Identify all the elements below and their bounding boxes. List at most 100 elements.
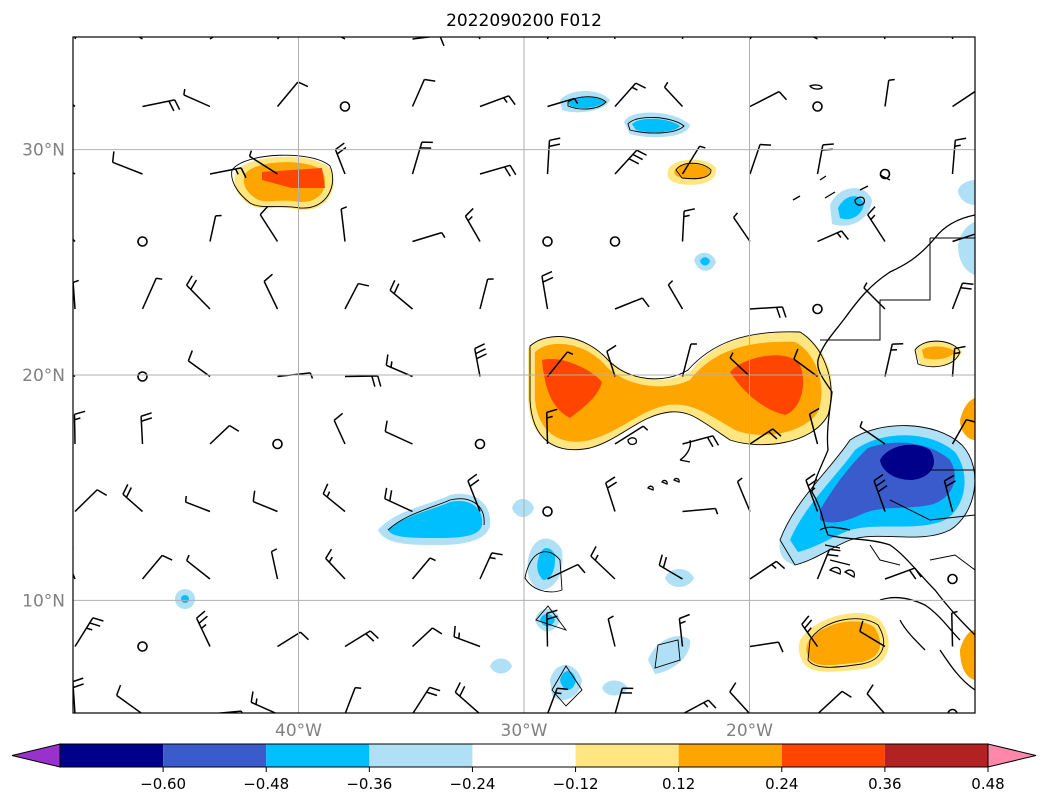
wind-barb <box>805 473 819 512</box>
calm-wind-marker <box>609 236 621 247</box>
wind-barb <box>547 687 569 713</box>
colorbar-outline <box>59 743 989 768</box>
wind-barb <box>334 142 347 175</box>
wind-barb <box>259 206 279 242</box>
colorbar-segment <box>575 744 679 767</box>
wind-barb <box>951 282 974 310</box>
wind-barb <box>658 554 683 580</box>
colorbar-tick-label: 0.24 <box>765 775 798 793</box>
wind-barb <box>411 557 436 580</box>
wind-barb <box>209 37 215 40</box>
contour-lines <box>231 96 975 707</box>
colorbar-tick-label: 0.12 <box>662 775 695 793</box>
calm-wind-marker <box>137 641 148 652</box>
positive-anomaly-region-east <box>915 340 975 440</box>
negative-anomaly-region-africa <box>779 425 975 565</box>
colorbar-tick-label: −0.60 <box>140 775 186 793</box>
wind-barb <box>467 473 481 512</box>
colorbar-extend-low <box>11 743 61 768</box>
wind-barb <box>195 610 211 647</box>
wind-barb <box>729 682 751 713</box>
wind-barb <box>464 207 481 242</box>
wind-barb <box>678 613 690 647</box>
wind-barb <box>111 151 143 175</box>
wind-barb <box>545 408 558 445</box>
wind-barb <box>682 435 720 448</box>
wind-barb <box>951 37 954 40</box>
wind-barb <box>384 420 413 445</box>
wind-barb <box>749 560 786 580</box>
wind-barb <box>141 554 173 580</box>
latitude-labels: 30°N 20°N 10°N <box>22 141 65 612</box>
calm-wind-marker <box>542 236 553 247</box>
wind-barb <box>732 212 751 242</box>
wind-barb <box>252 490 278 513</box>
wind-barb <box>681 343 697 377</box>
wind-barb <box>801 615 819 647</box>
wind-barb <box>277 631 310 648</box>
wind-barb <box>344 282 370 310</box>
wind-barb <box>141 277 163 310</box>
wind-barb <box>943 474 956 512</box>
wind-barbs <box>73 37 975 713</box>
calm-wind-marker <box>879 168 891 180</box>
wind-barb <box>473 343 487 377</box>
wind-barb <box>863 282 886 310</box>
wind-barb <box>185 275 211 310</box>
wind-barb <box>73 103 76 108</box>
wind-barb <box>479 552 503 580</box>
wind-barb <box>663 81 684 108</box>
wind-barb <box>749 428 782 445</box>
colorbar-tick-label: −0.24 <box>449 775 495 793</box>
wind-barb <box>339 37 346 40</box>
wind-barb <box>547 563 586 580</box>
wind-barb <box>951 345 966 377</box>
wind-barb <box>412 231 446 243</box>
negative-anomaly-region-west <box>175 493 491 609</box>
wind-barb <box>884 567 922 580</box>
wind-barb <box>389 280 413 310</box>
colorbar-segment <box>163 744 267 767</box>
wind-barb <box>793 348 818 378</box>
map-title: 2022090200 F012 <box>446 11 602 31</box>
wind-barb <box>817 230 849 243</box>
colorbar-tick-label: −0.12 <box>553 775 599 793</box>
wind-barb <box>681 37 684 40</box>
wind-barb <box>209 214 222 242</box>
wind-barb <box>115 684 143 713</box>
wind-barb <box>142 99 181 112</box>
wind-barb <box>812 37 818 40</box>
colorbar-segment <box>781 744 885 767</box>
wind-barb <box>749 90 788 108</box>
wind-barb <box>808 407 820 445</box>
wind-barb <box>184 495 211 513</box>
wind-barb <box>140 412 153 445</box>
wind-barb <box>250 691 278 713</box>
wind-barb <box>951 610 958 647</box>
colorbar-tick-label: −0.48 <box>243 775 289 793</box>
calm-wind-marker <box>474 438 486 450</box>
map-panel: 30°N 20°N 10°N 40°W 30°W 20°W <box>22 36 976 741</box>
wind-barb <box>859 620 886 648</box>
colorbar-segment <box>266 744 370 767</box>
colorbar: −0.60 −0.48 −0.36 −0.24 −0.12 0.12 0.24 0.36 0.4… <box>11 743 1037 793</box>
colorbar-tick-label: 0.36 <box>868 775 901 793</box>
colorbar-tick-label: 0.48 <box>971 775 1004 793</box>
wind-barb <box>607 615 616 647</box>
wind-barb <box>816 548 841 580</box>
wind-barb <box>344 686 362 713</box>
wind-barb <box>73 238 76 243</box>
wind-barb <box>263 273 279 310</box>
wind-barb <box>479 164 517 177</box>
wind-barb <box>614 425 649 445</box>
wind-barb <box>344 375 382 387</box>
colorbar-segment <box>678 744 782 767</box>
calm-wind-marker <box>812 303 823 315</box>
lon-label: 40°W <box>275 721 322 741</box>
colorbar-extend-high <box>987 743 1037 768</box>
lat-label: 10°N <box>22 591 65 611</box>
calm-wind-marker <box>947 573 958 585</box>
colorbar-segment <box>369 744 473 767</box>
wind-barb <box>884 78 895 107</box>
